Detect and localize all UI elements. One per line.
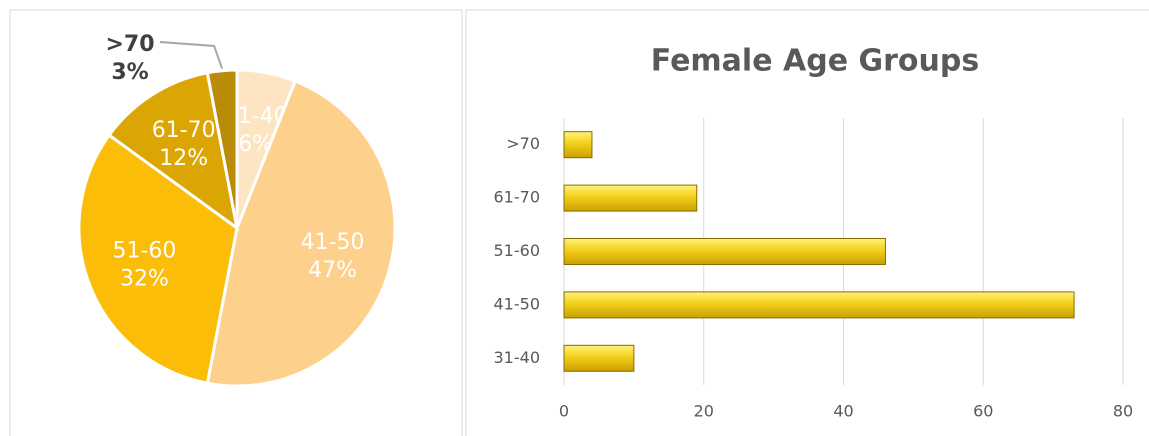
pie-label-category: 51-60 [112,239,176,264]
pie-label-value: 12% [159,146,208,171]
pie-label-category: 61-70 [152,118,216,143]
pie-label-value: 47% [308,258,357,283]
pie-label-value: 3% [111,60,148,85]
x-tick-label: 60 [973,402,993,421]
bar [563,131,593,159]
pie-label-category: 41-50 [301,230,365,255]
y-tick-label: >70 [506,134,540,153]
bar [563,184,698,212]
x-tick-label: 0 [559,402,569,421]
pie-slice [77,133,239,385]
bar [563,291,1075,319]
leader-line [159,41,224,70]
y-tick-label: 41-50 [494,294,541,313]
x-tick-label: 20 [694,402,714,421]
y-tick-label: 61-70 [494,188,541,207]
pie-slice [205,68,239,229]
bar [563,344,635,372]
chart-title: Female Age Groups [651,44,979,79]
pie-slice [107,71,240,232]
x-tick-label: 40 [833,402,853,421]
pie-label-category: >70 [105,32,154,57]
pie-slice [205,79,397,388]
y-tick-label: 31-40 [494,348,541,367]
x-tick-label: 80 [1113,402,1133,421]
pie-label-value: 32% [120,267,169,292]
y-tick-label: 51-60 [494,241,541,260]
bar [563,238,886,265]
